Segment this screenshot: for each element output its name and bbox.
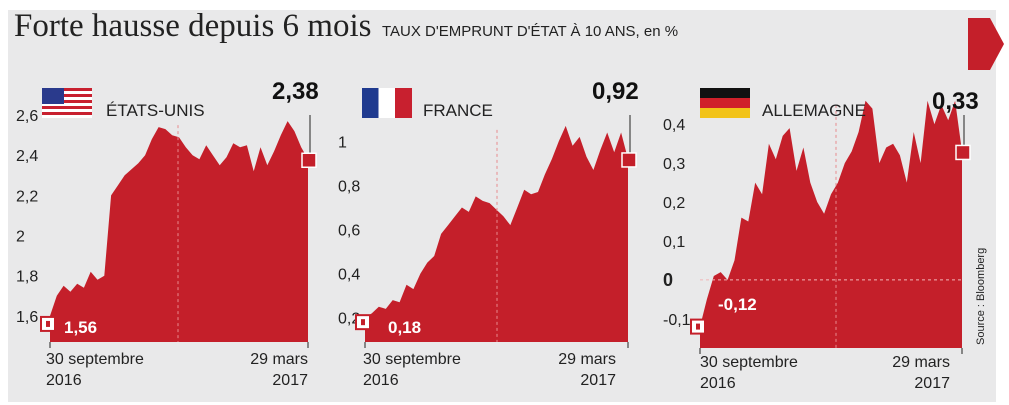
last-point-marker bbox=[301, 152, 317, 169]
first-value-label: -0,12 bbox=[718, 295, 757, 314]
country-label: ALLEMAGNE bbox=[762, 101, 866, 120]
first-point-marker-inner bbox=[696, 323, 700, 330]
y-tick-label: 1 bbox=[338, 134, 347, 151]
x-end-year: 2017 bbox=[914, 375, 950, 392]
y-tick-label: 1,6 bbox=[16, 309, 38, 326]
x-start-date: 30 septembre bbox=[363, 351, 461, 368]
france-flag-icon bbox=[362, 88, 412, 118]
y-tick-label: 0 bbox=[663, 270, 673, 290]
x-end-date: 29 mars bbox=[558, 351, 616, 368]
x-start-year: 2016 bbox=[46, 372, 82, 389]
x-end-label: 29 mars 2017 bbox=[232, 349, 308, 391]
x-end-year: 2017 bbox=[272, 372, 308, 389]
us-flag-icon bbox=[42, 88, 92, 118]
y-tick-label: -0,1 bbox=[663, 312, 691, 329]
y-tick-label: 1,8 bbox=[16, 269, 38, 286]
y-tick-label: 0,1 bbox=[663, 234, 685, 251]
x-start-date: 30 septembre bbox=[700, 354, 798, 371]
last-value-label: 0,92 bbox=[592, 78, 639, 105]
y-tick-label: 2,6 bbox=[16, 108, 38, 125]
x-start-year: 2016 bbox=[363, 372, 399, 389]
x-end-year: 2017 bbox=[580, 372, 616, 389]
country-label: FRANCE bbox=[423, 101, 493, 120]
y-tick-label: 0,4 bbox=[338, 267, 360, 284]
country-label: ÉTATS-UNIS bbox=[106, 101, 205, 120]
x-start-label: 30 septembre 2016 bbox=[46, 349, 144, 391]
x-end-label: 29 mars 2017 bbox=[540, 349, 616, 391]
arrow-right-icon bbox=[990, 18, 1004, 70]
y-tick-label: 2,4 bbox=[16, 148, 38, 165]
y-tick-label: 0,6 bbox=[338, 223, 360, 240]
y-tick-label: 2 bbox=[16, 229, 25, 246]
x-end-date: 29 mars bbox=[250, 351, 308, 368]
area-series bbox=[700, 100, 962, 348]
germany-flag-icon bbox=[700, 88, 750, 118]
x-end-label: 29 mars 2017 bbox=[874, 352, 950, 394]
first-value-label: 1,56 bbox=[64, 318, 98, 337]
x-end-date: 29 mars bbox=[892, 354, 950, 371]
y-tick-label: 0,2 bbox=[663, 195, 685, 212]
last-point-marker bbox=[621, 152, 637, 168]
last-point-marker bbox=[955, 144, 971, 161]
chart-subtitle: TAUX D'EMPRUNT D'ÉTAT À 10 ANS, en % bbox=[382, 23, 679, 40]
x-start-date: 30 septembre bbox=[46, 351, 144, 368]
y-tick-label: 2,2 bbox=[16, 188, 38, 205]
last-value-label: 0,33 bbox=[932, 88, 979, 115]
x-start-label: 30 septembre 2016 bbox=[700, 352, 798, 394]
x-start-year: 2016 bbox=[700, 375, 736, 392]
first-value-label: 0,18 bbox=[388, 318, 422, 337]
y-tick-label: 0,8 bbox=[338, 178, 360, 195]
area-series bbox=[50, 121, 308, 342]
y-tick-label: 0,2 bbox=[338, 311, 360, 328]
x-start-label: 30 septembre 2016 bbox=[363, 349, 461, 391]
first-point-marker-inner bbox=[46, 320, 50, 327]
page-title: Forte hausse depuis 6 mois bbox=[14, 8, 372, 44]
y-tick-label: 0,4 bbox=[663, 117, 685, 134]
first-point-marker-inner bbox=[361, 319, 365, 326]
y-tick-label: 0,3 bbox=[663, 156, 685, 173]
last-value-label: 2,38 bbox=[272, 78, 319, 105]
red-tab-marker bbox=[968, 18, 990, 70]
